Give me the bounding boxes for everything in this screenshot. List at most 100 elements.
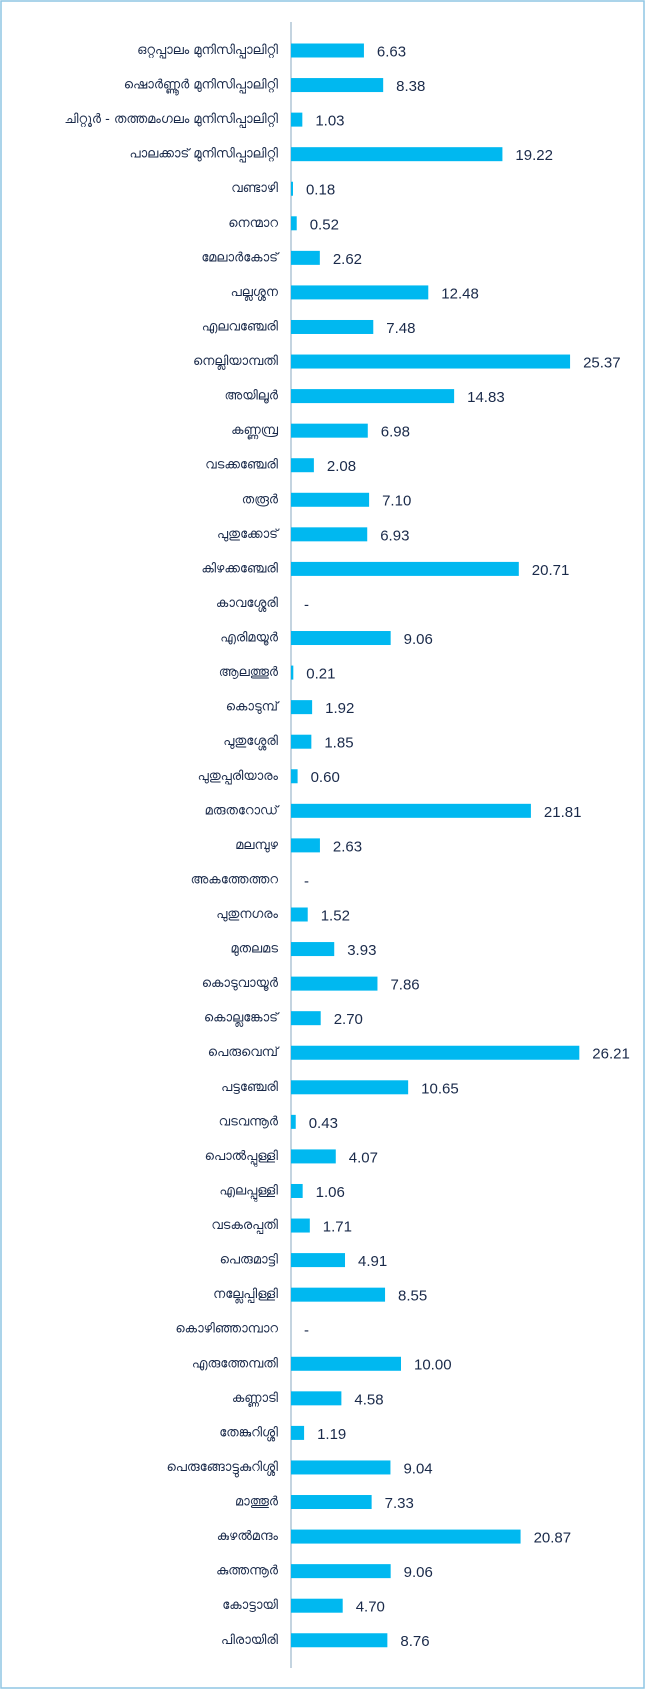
category-label: പുതുനഗരം xyxy=(216,907,278,922)
bar xyxy=(291,976,378,991)
bar xyxy=(291,734,312,749)
category-label: ഷൊർണ്ണൂർ മുനിസിപ്പാലിറ്റി xyxy=(124,78,278,96)
value-label: 2.62 xyxy=(333,251,362,268)
bar xyxy=(291,1356,401,1371)
category-label: കൊഴിഞ്ഞാമ്പാറ xyxy=(175,1322,278,1337)
category-label: പെരുവെമ്പ് xyxy=(208,1045,280,1060)
bar xyxy=(291,250,320,265)
category-label: അകത്തേത്തറ xyxy=(191,872,279,887)
bar xyxy=(291,43,364,58)
value-label: 7.10 xyxy=(382,493,411,510)
bar xyxy=(291,1218,310,1233)
bar xyxy=(291,907,308,922)
value-label: 6.98 xyxy=(381,424,410,441)
bar xyxy=(291,1564,391,1579)
value-label: 19.22 xyxy=(515,147,553,164)
value-label: 3.93 xyxy=(347,942,376,959)
category-label: മാത്തൂർ xyxy=(235,1495,279,1510)
category-label: എരുത്തേമ്പതി xyxy=(192,1356,278,1371)
category-label: മലമ്പുഴ xyxy=(235,838,278,853)
value-label: 14.83 xyxy=(467,389,505,406)
value-label: 6.93 xyxy=(380,527,409,544)
category-label: തേങ്കുറിശ്ശി xyxy=(219,1425,278,1442)
value-label: 4.07 xyxy=(349,1149,378,1166)
category-label: വണ്ടാഴി xyxy=(231,181,278,196)
category-label: നല്ലേപ്പിള്ളി xyxy=(213,1287,278,1304)
bar xyxy=(291,492,370,507)
bar xyxy=(291,147,503,162)
category-label: പെരുങ്ങോട്ടുകുറിശ്ശി xyxy=(166,1460,278,1477)
value-label: 9.06 xyxy=(404,1564,433,1581)
value-label: 20.87 xyxy=(534,1530,572,1547)
category-label: കണ്ണാടി xyxy=(232,1391,278,1408)
value-label: 10.65 xyxy=(421,1080,459,1097)
category-label: പട്ടഞ്ചേരി xyxy=(221,1080,278,1095)
bar xyxy=(291,1287,386,1302)
value-label: 9.04 xyxy=(403,1460,432,1477)
bar xyxy=(291,1495,372,1510)
value-label: 25.37 xyxy=(583,355,621,372)
bar xyxy=(291,1183,303,1198)
value-label: 0.60 xyxy=(311,769,340,786)
value-label: 4.58 xyxy=(354,1391,383,1408)
category-label: നെന്മാറ xyxy=(228,216,278,231)
category-label: എലവഞ്ചേരി xyxy=(202,319,278,334)
value-label: 1.52 xyxy=(321,907,350,924)
value-label: 8.55 xyxy=(398,1288,427,1305)
value-label: 0.43 xyxy=(309,1115,338,1132)
category-label: വടവന്നൂർ xyxy=(219,1114,279,1129)
value-label: 21.81 xyxy=(544,804,582,821)
value-label: 1.71 xyxy=(323,1219,352,1236)
bar xyxy=(291,1253,346,1268)
category-label: പല്ലശ്ശന xyxy=(231,285,279,302)
bar xyxy=(291,665,294,680)
bar xyxy=(291,631,391,646)
bar xyxy=(291,527,368,542)
bar xyxy=(291,1080,409,1095)
category-label: കുഴൽമന്ദം xyxy=(217,1529,279,1544)
bar xyxy=(291,319,374,334)
bar xyxy=(291,389,455,404)
category-label: കോട്ടായി xyxy=(222,1598,278,1613)
bar xyxy=(291,769,298,784)
bar xyxy=(291,112,303,127)
value-label: 6.63 xyxy=(377,43,406,60)
category-label: പുതുശ്ശേരി xyxy=(223,734,278,751)
category-label: മരുതറോഡ് xyxy=(205,803,280,818)
category-label: കൊടുവായൂർ xyxy=(202,976,279,991)
value-label: 7.33 xyxy=(385,1495,414,1512)
category-label: നെല്ലിയാമ്പതി xyxy=(193,354,278,371)
value-label: 20.71 xyxy=(532,562,570,579)
bar xyxy=(291,942,335,957)
category-label: പെരുമാട്ടി xyxy=(220,1253,279,1268)
value-label: 4.70 xyxy=(356,1599,385,1616)
category-label: കിഴക്കഞ്ചേരി xyxy=(201,561,278,576)
value-label: 7.48 xyxy=(386,320,415,337)
bar xyxy=(291,181,293,196)
value-label: 1.19 xyxy=(317,1426,346,1443)
category-label: കാവശ്ശേരി xyxy=(216,596,278,613)
value-label: 1.85 xyxy=(324,735,353,752)
bar xyxy=(291,1633,388,1648)
value-label: 2.08 xyxy=(327,458,356,475)
category-label: കൊടുമ്പ് xyxy=(226,700,280,715)
bar xyxy=(291,561,519,576)
category-label: കൊല്ലങ്കോട് xyxy=(204,1011,280,1028)
bar xyxy=(291,1598,343,1613)
value-label: 10.00 xyxy=(414,1357,452,1374)
bar xyxy=(291,1011,321,1026)
bar xyxy=(291,1425,305,1440)
value-label: 12.48 xyxy=(441,285,479,302)
category-label: പാലക്കാട് മുനിസിപ്പാലിറ്റി xyxy=(130,147,279,162)
category-label: എലപ്പുള്ളി xyxy=(219,1183,278,1201)
value-label: - xyxy=(304,1322,309,1339)
bar xyxy=(291,1460,391,1475)
value-label: 4.91 xyxy=(358,1253,387,1270)
bar xyxy=(291,285,429,300)
bar xyxy=(291,1114,296,1129)
category-label: തരൂർ xyxy=(242,492,279,507)
value-label: 1.06 xyxy=(316,1184,345,1201)
category-label: വടക്കഞ്ചേരി xyxy=(205,458,278,473)
